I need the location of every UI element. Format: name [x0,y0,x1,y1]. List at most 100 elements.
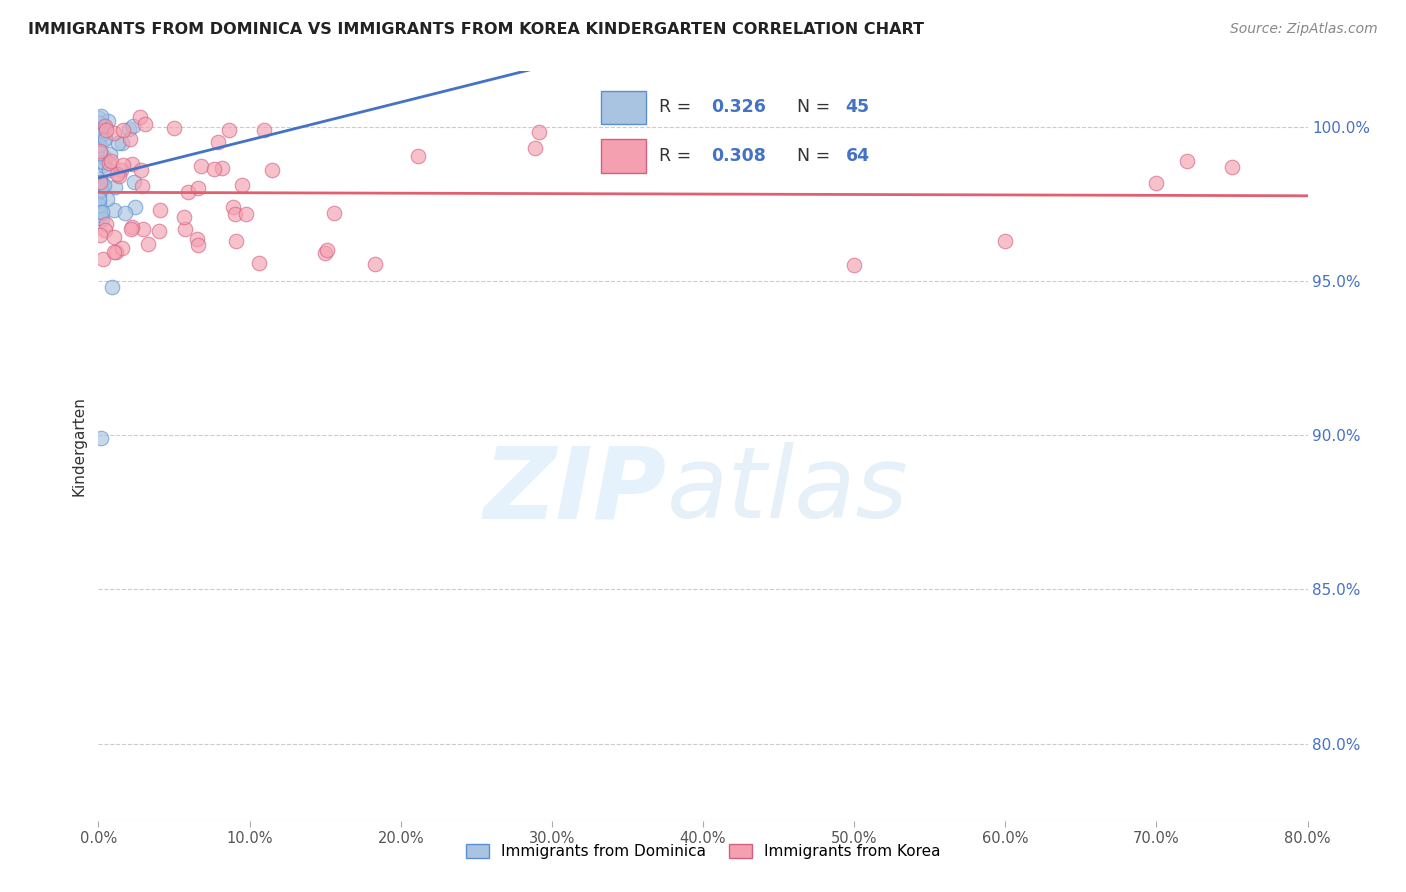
Point [94,223,117,237]
Point [100,147,122,161]
Point [89,204,111,219]
Point [91,127,114,141]
Point [207,135,229,149]
Point [103,244,125,259]
Point [90,109,112,123]
Point [90,431,112,445]
Text: 0.326: 0.326 [711,98,766,117]
Point [187,181,209,195]
Text: ZIP: ZIP [484,442,666,540]
Point [89,197,111,211]
Point [260,163,283,178]
Point [93,150,115,164]
Point [134,117,156,131]
Point [323,206,346,220]
Point [105,167,128,181]
Text: R =: R = [659,146,697,165]
Point [190,159,212,173]
Point [173,210,195,224]
Point [91,119,114,133]
Point [104,179,127,194]
Point [218,123,240,137]
Point [1144,176,1167,190]
Bar [600,139,645,173]
Point [98,156,121,170]
Point [97,162,120,177]
Y-axis label: Kindergarten: Kindergarten [72,396,87,496]
Text: 64: 64 [845,146,869,165]
Point [316,244,339,258]
Point [89,111,111,125]
Point [91,178,114,192]
Text: 45: 45 [845,98,869,117]
Point [89,193,111,207]
Point [186,232,208,246]
Point [103,203,125,218]
Point [224,207,246,221]
Point [118,121,141,136]
Point [247,256,270,270]
Point [93,178,115,193]
Point [103,230,125,244]
Point [225,234,247,248]
Point [110,163,132,178]
Point [120,222,142,236]
Point [235,207,257,221]
Point [103,126,125,140]
Point [89,227,111,242]
Text: atlas: atlas [666,442,908,540]
Point [91,252,114,267]
Point [128,110,150,124]
Point [527,125,550,139]
Point [174,222,197,236]
Point [406,149,429,163]
Point [101,280,124,294]
Point [131,178,153,193]
Text: N =: N = [797,146,837,165]
Point [163,121,186,136]
Point [90,211,112,226]
Bar [600,91,645,124]
Point [89,131,111,145]
Point [114,205,136,219]
Point [89,144,111,158]
Point [131,162,153,177]
Point [314,246,336,260]
Point [120,132,142,146]
Point [107,136,129,150]
Point [89,171,111,186]
Point [121,157,143,171]
Point [91,155,114,169]
Point [364,257,387,271]
Point [202,161,225,176]
Legend: Immigrants from Dominica, Immigrants from Korea: Immigrants from Dominica, Immigrants fro… [460,838,946,865]
Point [844,258,866,272]
Point [90,126,112,140]
Point [110,242,132,256]
Point [121,219,143,234]
Point [1175,154,1198,169]
Point [94,131,117,145]
Text: IMMIGRANTS FROM DOMINICA VS IMMIGRANTS FROM KOREA KINDERGARTEN CORRELATION CHART: IMMIGRANTS FROM DOMINICA VS IMMIGRANTS F… [28,22,924,37]
Point [89,208,111,222]
Point [94,217,117,231]
Point [104,244,127,259]
Point [89,184,111,198]
Point [108,169,131,184]
Point [96,114,118,128]
Point [89,138,111,153]
Text: 0.308: 0.308 [711,146,766,165]
Point [148,224,170,238]
Point [112,158,135,172]
Point [91,155,114,169]
Point [89,183,111,197]
Point [90,204,112,219]
Point [89,145,111,160]
Point [93,158,115,172]
Point [231,178,253,192]
Text: N =: N = [797,98,837,117]
Point [96,192,118,206]
Point [121,120,143,134]
Point [1220,160,1243,174]
Point [89,178,111,193]
